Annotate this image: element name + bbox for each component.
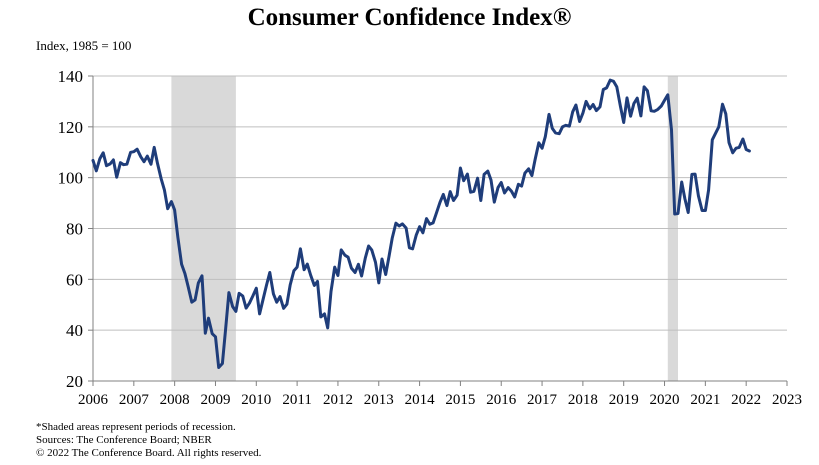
x-tick-labels: 2006 2007 2008 2009 2010 2011 2012 2013 2014 2015… [78,392,802,408]
y-tick-label: 60 [66,270,83,289]
x-tick-label: 2012 [323,392,353,408]
x-tick-label: 2015 [445,392,475,408]
x-tick-label: 2008 [160,392,190,408]
y-tick-label: 20 [66,372,83,391]
x-tick-label: 2010 [241,392,271,408]
x-tick-label: 2013 [364,392,394,408]
x-tick-label: 2007 [119,392,150,408]
y-tick-label: 100 [58,169,84,188]
axes [88,75,788,386]
x-tick-label: 2018 [568,392,598,408]
sources-note: Sources: The Conference Board; NBER [36,434,212,446]
copyright-note: © 2022 The Conference Board. All rights … [36,447,262,459]
chart-title: Consumer Confidence Index® [247,4,572,31]
x-tick-label: 2017 [527,392,558,408]
y-tick-label: 80 [66,220,83,239]
x-tick-label: 2020 [650,392,680,408]
x-tick-label: 2016 [486,392,517,408]
y-tick-label: 40 [66,321,83,340]
x-tick-label: 2006 [78,392,109,408]
x-tick-label: 2021 [690,392,720,408]
x-tick-label: 2019 [609,392,639,408]
chart-notes: *Shaded areas represent periods of reces… [36,421,261,460]
series-line [91,78,751,369]
y-axis-unit-label: Index, 1985 = 100 [36,38,132,53]
x-tick-label: 2014 [405,392,436,408]
x-tick-label: 2011 [282,392,311,408]
x-tick-label: 2022 [731,392,761,408]
y-tick-label: 120 [58,118,84,137]
y-tick-labels: 20 40 60 80 100 120 140 [58,67,84,391]
x-tick-label: 2023 [772,392,802,408]
recession-note: *Shaded areas represent periods of reces… [36,421,236,433]
x-tick-label: 2009 [200,392,230,408]
series-group [91,78,751,369]
y-tick-label: 140 [58,67,84,86]
